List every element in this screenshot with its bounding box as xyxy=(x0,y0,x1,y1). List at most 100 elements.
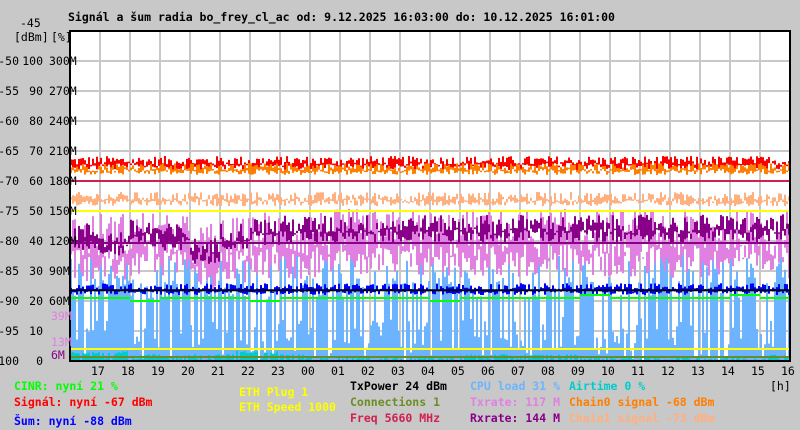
series-mark xyxy=(282,199,284,202)
series-mark xyxy=(136,170,138,173)
series-point xyxy=(128,297,130,299)
y-tick-rate: 180M xyxy=(49,174,77,188)
series-mark xyxy=(760,156,762,170)
series-point xyxy=(362,297,364,299)
series-mark xyxy=(278,168,280,171)
series-bar xyxy=(192,346,194,361)
series-mark xyxy=(764,199,766,202)
series-mark xyxy=(386,164,388,171)
series-mark xyxy=(716,164,718,172)
series-mark xyxy=(410,218,412,240)
series-mark xyxy=(348,196,350,201)
series-mark xyxy=(276,233,278,235)
series-mark xyxy=(274,166,276,173)
series-point xyxy=(284,297,286,299)
series-mark xyxy=(338,166,340,174)
series-mark xyxy=(544,164,546,170)
series-point xyxy=(326,297,328,299)
series-mark xyxy=(224,238,226,270)
series-bar xyxy=(498,355,500,361)
series-mark xyxy=(550,157,552,169)
series-mark xyxy=(770,217,772,230)
series-bar xyxy=(196,358,198,361)
series-mark xyxy=(266,284,268,291)
series-mark xyxy=(610,158,612,164)
series-point xyxy=(674,297,676,299)
series-mark xyxy=(294,192,296,206)
series-mark xyxy=(118,193,120,202)
series-bar xyxy=(748,277,750,361)
series-mark xyxy=(596,195,598,206)
series-bar xyxy=(626,333,628,361)
series-point xyxy=(394,297,396,299)
series-bar xyxy=(76,339,78,361)
series-point xyxy=(660,297,662,299)
series-mark xyxy=(748,164,750,174)
series-point xyxy=(472,297,474,299)
series-bar xyxy=(168,258,170,361)
series-mark xyxy=(256,164,258,170)
series-mark xyxy=(356,164,358,173)
series-point xyxy=(484,297,486,299)
series-mark xyxy=(196,196,198,200)
series-mark xyxy=(722,216,724,230)
series-mark xyxy=(144,165,146,168)
series-bar xyxy=(766,283,768,361)
series-mark xyxy=(432,159,434,164)
series-bar xyxy=(358,278,360,361)
series-mark xyxy=(248,198,250,201)
series-mark xyxy=(404,165,406,168)
series-mark xyxy=(266,161,268,166)
series-mark xyxy=(782,291,784,294)
series-mark xyxy=(408,285,410,291)
series-mark xyxy=(668,288,670,294)
series-mark xyxy=(412,166,414,175)
series-mark xyxy=(778,163,780,170)
series-mark xyxy=(384,170,386,175)
series-mark xyxy=(724,237,726,261)
series-point xyxy=(208,297,210,299)
series-mark xyxy=(218,160,220,169)
series-mark xyxy=(774,232,776,234)
series-mark xyxy=(502,251,504,265)
series-mark xyxy=(442,196,444,206)
series-mark xyxy=(234,241,236,248)
series-mark xyxy=(490,164,492,172)
series-mark xyxy=(592,199,594,203)
series-mark xyxy=(216,290,218,293)
series-bar xyxy=(686,272,688,361)
series-bar xyxy=(276,340,278,361)
series-point xyxy=(358,297,360,299)
series-mark xyxy=(650,283,652,294)
y-tick-dbm: -85 xyxy=(0,264,19,278)
series-bar xyxy=(640,358,642,361)
series-mark xyxy=(542,158,544,164)
series-mark xyxy=(560,167,562,174)
series-mark xyxy=(586,235,588,261)
series-mark xyxy=(148,159,150,166)
series-mark xyxy=(754,199,756,202)
series-mark xyxy=(220,223,222,240)
series-bar xyxy=(710,282,712,361)
series-point xyxy=(564,297,566,299)
series-bar xyxy=(592,282,594,361)
series-mark xyxy=(516,198,518,203)
series-mark xyxy=(778,170,780,173)
series-mark xyxy=(628,283,630,294)
series-mark xyxy=(644,199,646,202)
series-mark xyxy=(92,199,94,206)
series-mark xyxy=(82,164,84,170)
series-mark xyxy=(350,218,352,273)
series-point xyxy=(156,300,158,302)
series-mark xyxy=(358,195,360,200)
series-mark xyxy=(612,163,614,175)
series-point xyxy=(628,297,630,299)
series-mark xyxy=(782,199,784,202)
series-bar xyxy=(620,295,622,361)
series-mark xyxy=(430,160,432,168)
series-point xyxy=(766,297,768,299)
series-bar xyxy=(160,356,162,361)
series-mark xyxy=(480,162,482,168)
series-mark xyxy=(654,222,656,235)
series-mark xyxy=(186,237,188,240)
